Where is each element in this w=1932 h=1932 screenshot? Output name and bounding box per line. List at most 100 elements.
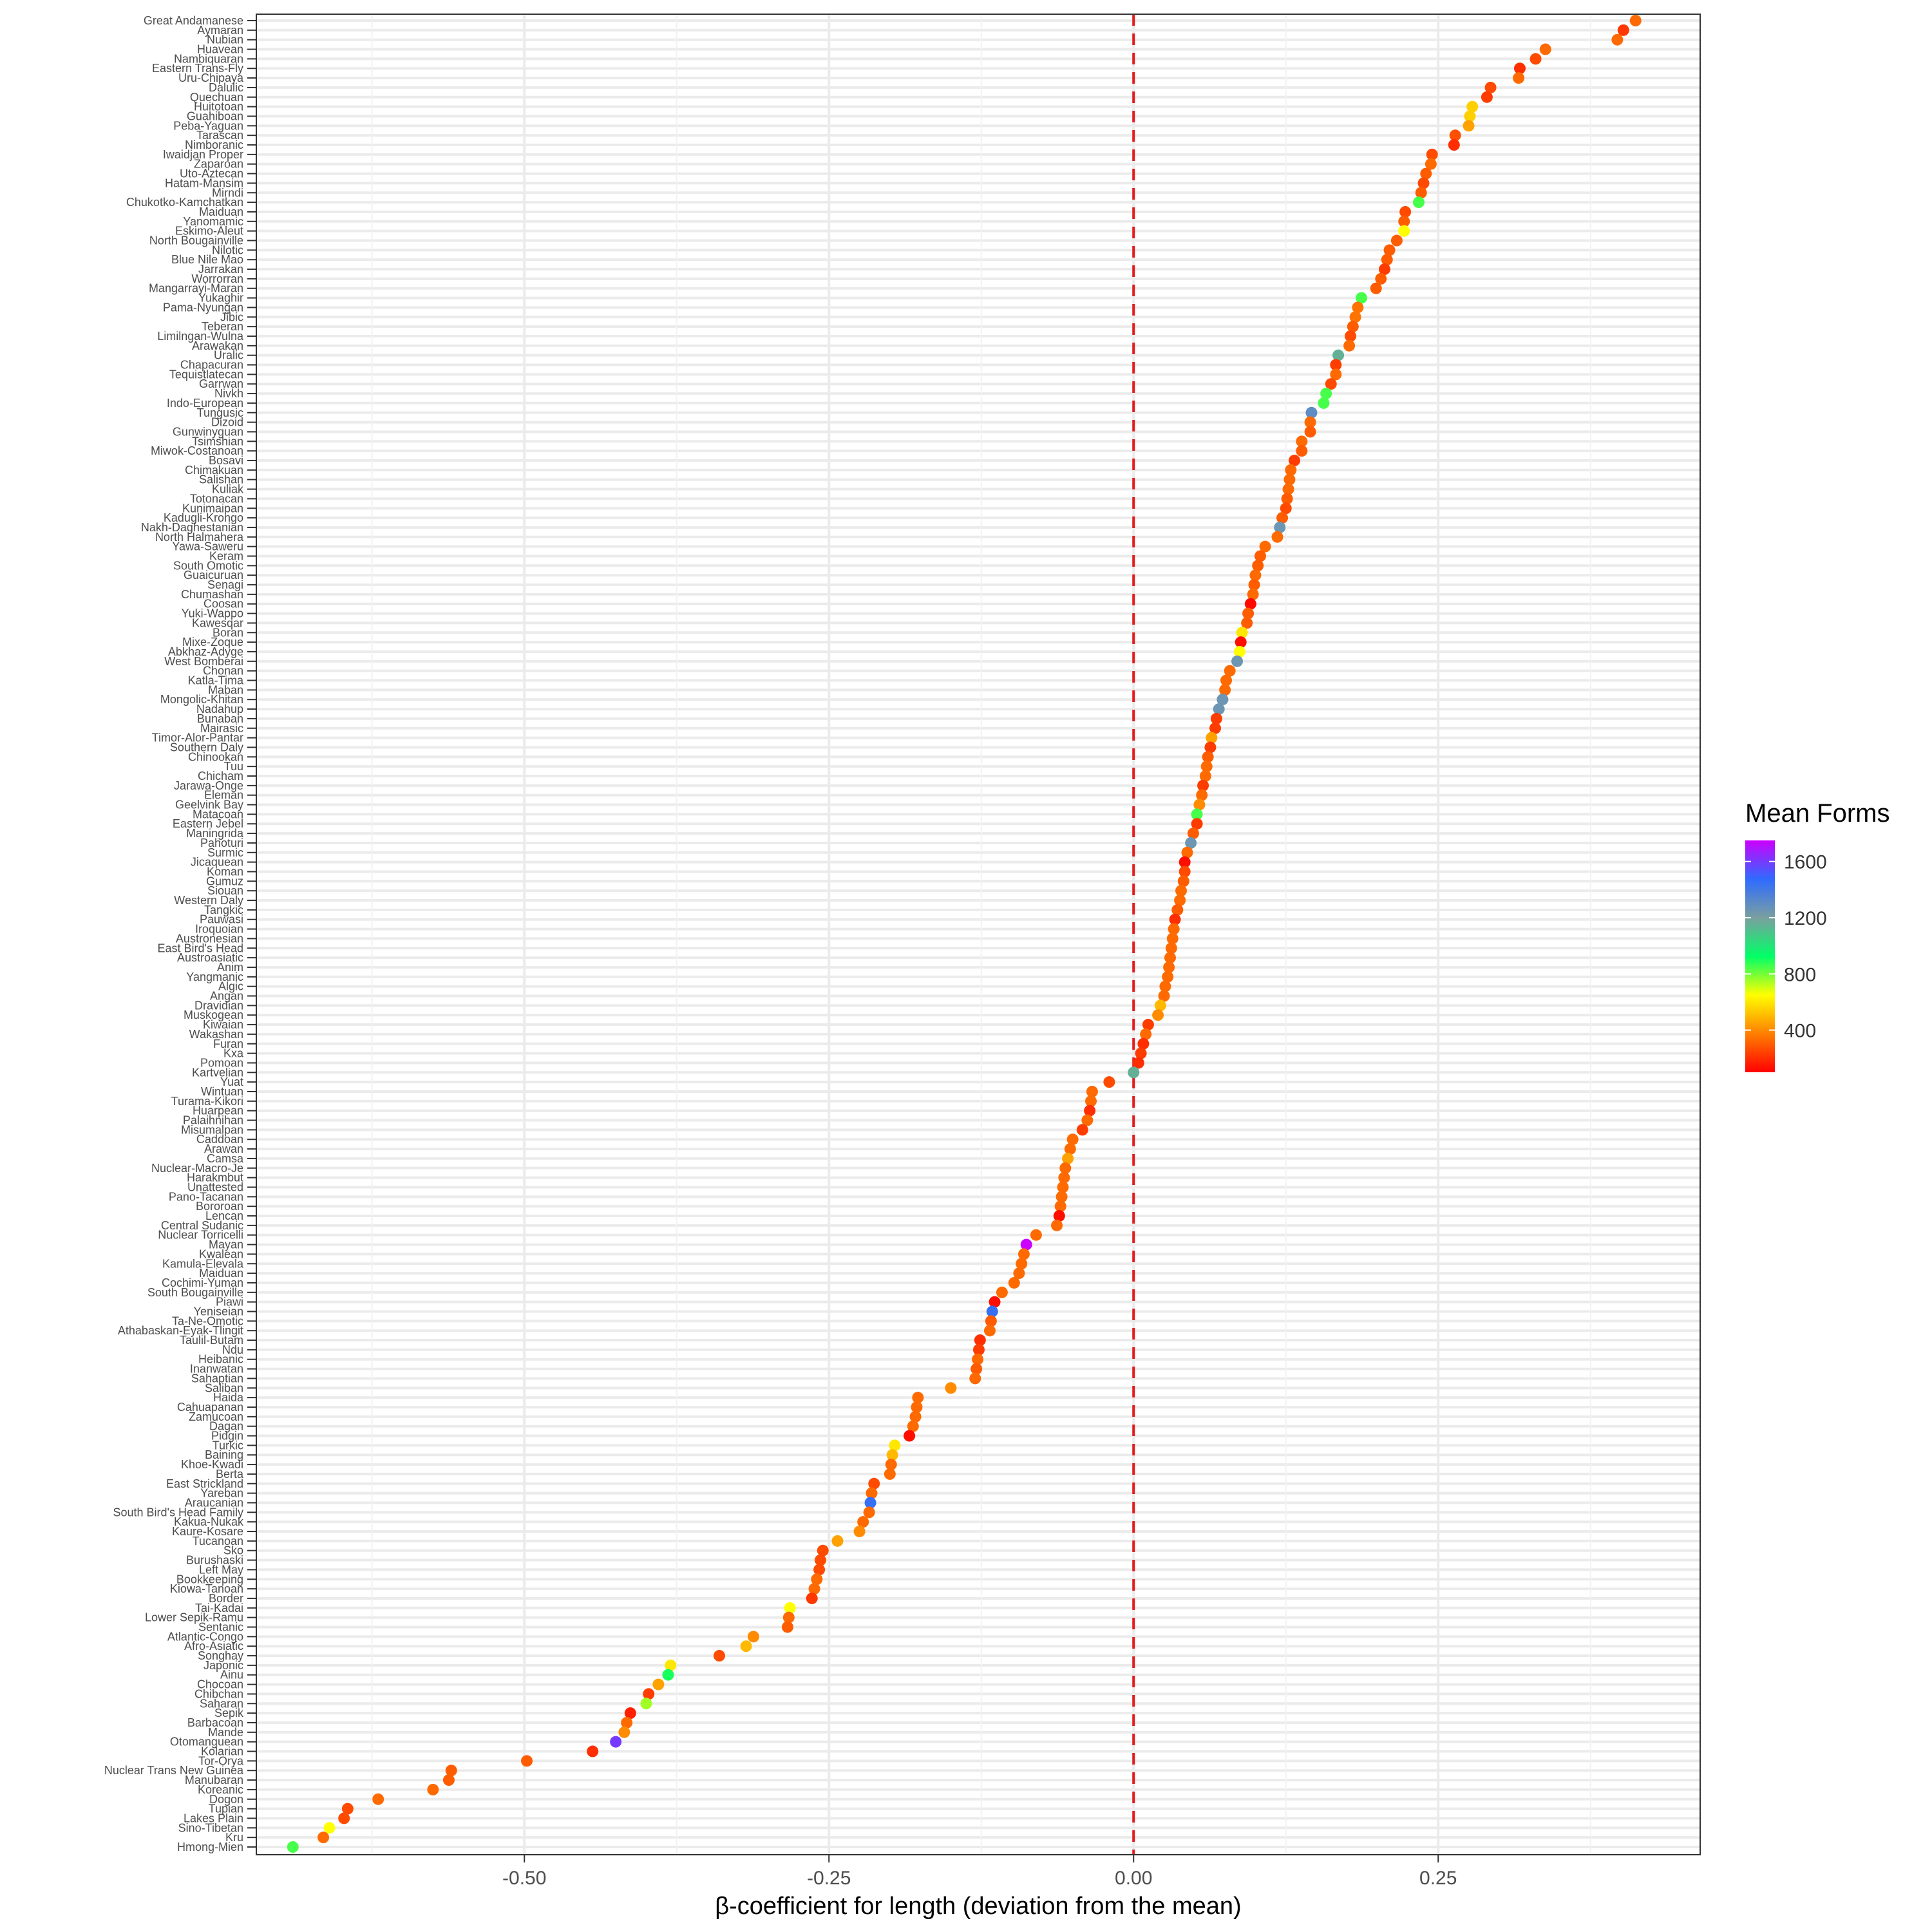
data-points <box>287 15 1642 1853</box>
data-point <box>1018 1248 1030 1260</box>
data-point <box>1135 1047 1147 1059</box>
y-tick-label: Tarascan <box>196 129 243 142</box>
y-tick-label: Limilngan-Wulna <box>157 330 244 343</box>
data-point <box>1611 33 1624 46</box>
data-point <box>1220 674 1233 687</box>
y-tick-label: South Omotic <box>173 559 243 572</box>
data-point <box>1016 1258 1028 1270</box>
y-tick-label: Barbacoan <box>187 1716 243 1729</box>
data-point <box>1304 426 1316 438</box>
y-tick-label: Tor-Orya <box>198 1754 244 1767</box>
y-tick-label: Inanwatan <box>190 1363 243 1376</box>
y-tick-label: Blue Nile Mao <box>171 253 243 266</box>
data-point <box>1064 1143 1076 1155</box>
y-tick-label: Kolarian <box>201 1745 243 1758</box>
data-point <box>863 1506 875 1519</box>
data-point <box>1305 406 1318 419</box>
data-point <box>1513 72 1525 84</box>
y-tick-label: Kakua-Nukak <box>174 1515 244 1528</box>
y-tick-label: Sko <box>223 1544 243 1557</box>
data-point <box>1206 732 1218 744</box>
y-tick-label: Sahaptian <box>191 1372 243 1385</box>
data-point <box>442 1774 455 1786</box>
y-tick-label: Haida <box>213 1391 244 1404</box>
y-tick-label: Aymaran <box>197 24 243 37</box>
y-tick-label: Pano-Tacanan <box>169 1190 243 1203</box>
data-point <box>1086 1085 1098 1097</box>
data-point <box>1235 636 1247 649</box>
y-tick-label: Wintuan <box>201 1085 243 1098</box>
data-point <box>1241 617 1253 629</box>
data-point <box>1617 24 1629 36</box>
y-tick-label: Ndu <box>222 1343 243 1356</box>
data-point <box>1185 837 1197 849</box>
data-point <box>1177 875 1189 887</box>
data-point <box>1244 598 1256 610</box>
y-tick-label: West Bomberai <box>164 655 243 668</box>
data-point <box>747 1631 759 1643</box>
data-point <box>1191 808 1203 820</box>
data-point <box>1076 1124 1088 1136</box>
data-point <box>985 1315 997 1327</box>
y-tick-label: Matacoan <box>193 808 243 820</box>
data-point <box>909 1410 922 1423</box>
y-tick-label: Algic <box>218 980 243 993</box>
data-point <box>907 1420 919 1432</box>
y-tick-label: Lower Sepik-Ramu <box>145 1611 243 1624</box>
y-tick-label: Khoe-Kwadi <box>181 1458 243 1471</box>
y-tick-label: Nadahup <box>196 703 243 715</box>
data-point <box>1224 665 1236 677</box>
y-tick-label: Kiwaian <box>203 1018 243 1031</box>
y-tick-label: Pauwasi <box>200 913 243 926</box>
data-point <box>1165 942 1177 954</box>
data-point <box>1356 292 1368 304</box>
y-tick-label: Tai-Kadai <box>195 1602 243 1615</box>
y-tick-label: Uto-Aztecan <box>180 167 243 180</box>
y-tick-label: Tupian <box>209 1803 243 1815</box>
y-tick-label: Mirndi <box>212 186 243 199</box>
legend-title: Mean Forms <box>1745 799 1890 828</box>
y-tick-label: Nimboranic <box>185 138 243 151</box>
data-point <box>1163 961 1175 973</box>
y-tick-label: Maiduan <box>199 205 243 218</box>
y-tick-label: Great Andamanese <box>144 14 243 27</box>
data-point <box>1282 483 1294 495</box>
data-point <box>972 1343 985 1356</box>
data-point <box>1347 321 1359 333</box>
data-point <box>1053 1210 1065 1222</box>
data-point <box>1217 694 1229 706</box>
data-point <box>1332 349 1345 361</box>
y-tick-label: Eastern Jebel <box>173 817 243 830</box>
y-tick-label: South Bird's Head Family <box>113 1506 243 1519</box>
y-tick-label: Central Sudanic <box>161 1219 243 1232</box>
data-point <box>1330 359 1342 371</box>
data-point <box>1081 1114 1094 1126</box>
y-tick-label: Dagan <box>209 1420 243 1433</box>
data-point <box>974 1334 986 1347</box>
data-point <box>989 1296 1001 1308</box>
y-tick-label: Turama-Kikori <box>171 1095 243 1108</box>
data-point <box>1242 607 1255 620</box>
data-point <box>1219 684 1231 696</box>
data-point <box>1054 1200 1066 1213</box>
y-tick-label: Sepik <box>214 1707 244 1719</box>
y-tick-label: Surmic <box>207 846 243 859</box>
data-point <box>884 1468 896 1480</box>
y-tick-label: Kartvelian <box>192 1066 243 1079</box>
y-tick-label: Maningrida <box>186 827 244 840</box>
data-point <box>643 1688 655 1700</box>
data-point <box>1204 741 1217 753</box>
y-tick-label: Kiowa-Tanoan <box>170 1582 243 1595</box>
data-point <box>1345 330 1357 342</box>
data-point <box>1085 1095 1097 1107</box>
y-tick-label: Dizoid <box>211 416 243 429</box>
data-point <box>817 1544 829 1557</box>
y-tick-label: Furan <box>213 1037 243 1050</box>
data-point <box>1320 388 1332 400</box>
data-point <box>1398 215 1410 227</box>
y-tick-label: Peba-Yaguan <box>173 119 243 132</box>
data-point <box>1629 15 1642 26</box>
y-tick-label: Kamula-Elevala <box>162 1257 244 1270</box>
data-point <box>1383 244 1396 256</box>
y-tick-label: Kadugli-Krongo <box>164 511 243 524</box>
